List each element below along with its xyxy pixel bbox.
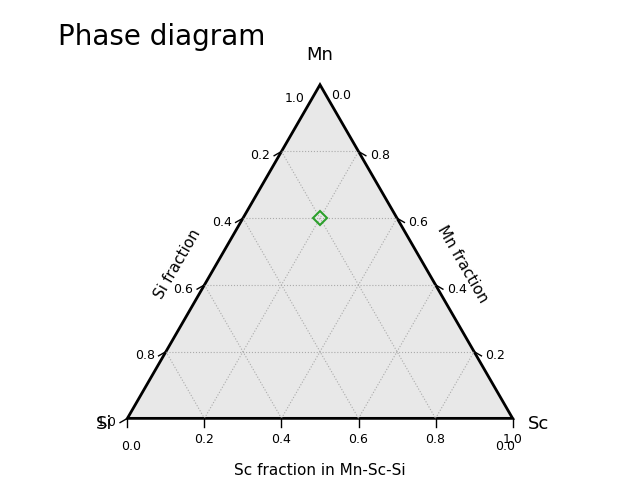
Text: 0.4: 0.4: [447, 283, 467, 296]
Polygon shape: [127, 85, 513, 419]
Text: 0.6: 0.6: [408, 216, 428, 229]
Text: 0.6: 0.6: [349, 432, 369, 445]
Text: 0.2: 0.2: [250, 149, 270, 162]
Text: 0.2: 0.2: [485, 349, 505, 362]
Text: 1.0: 1.0: [285, 93, 305, 106]
Text: Sc: Sc: [528, 415, 549, 432]
Text: 0.8: 0.8: [370, 149, 390, 162]
Text: 0.0: 0.0: [121, 440, 141, 453]
Text: 0.8: 0.8: [134, 349, 155, 362]
Text: 1.0: 1.0: [97, 416, 116, 429]
Text: Phase diagram: Phase diagram: [58, 23, 266, 51]
Text: 0.2: 0.2: [195, 432, 214, 445]
Text: 1.0: 1.0: [502, 432, 522, 445]
Text: 0.0: 0.0: [332, 89, 351, 102]
Text: 0.4: 0.4: [271, 432, 291, 445]
Text: Si fraction: Si fraction: [152, 227, 204, 302]
Text: Mn: Mn: [307, 46, 333, 63]
Text: Mn fraction: Mn fraction: [435, 223, 491, 305]
Text: 0.8: 0.8: [426, 432, 445, 445]
Text: 0.4: 0.4: [212, 216, 232, 229]
Text: Sc fraction in Mn-Sc-Si: Sc fraction in Mn-Sc-Si: [234, 463, 406, 478]
Text: 0.0: 0.0: [495, 440, 515, 453]
Text: Si: Si: [95, 415, 112, 432]
Text: 0.6: 0.6: [173, 283, 193, 296]
